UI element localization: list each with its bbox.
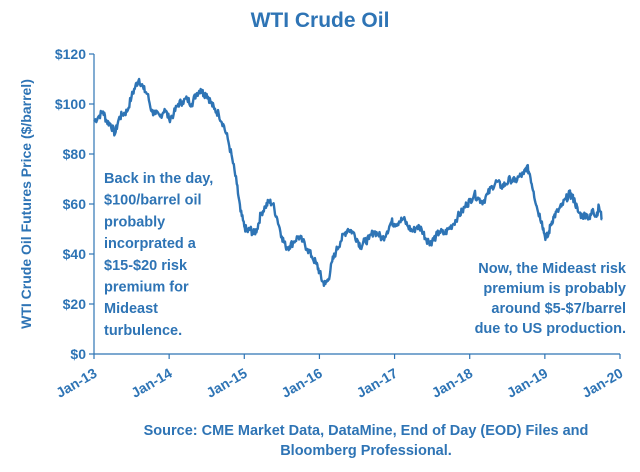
annotation-line: probably [104,214,165,230]
annotation-line: premium for [104,280,189,296]
source-note: Source: CME Market Data, DataMine, End o… [144,423,589,459]
y-axis-label: WTI Crude Oil Futures Price ($/barrel) [18,79,34,329]
y-tick-label: $120 [55,46,86,62]
y-axis-ticks: $0 $20 $40 $60 $80 $100 $120 [55,46,94,362]
y-tick-label: $60 [63,196,87,212]
y-tick-label: $100 [55,96,86,112]
y-tick-label: $40 [63,246,87,262]
x-tick-label: Jan-13 [53,365,100,401]
x-tick-label: Jan-20 [579,365,626,401]
annotation-line: $100/barrel oil [104,193,202,209]
annotation-line: $15-$20 risk [104,258,188,274]
source-line: Bloomberg Professional. [280,443,452,459]
x-tick-label: Jan-14 [128,365,175,401]
y-tick-label: $80 [63,146,87,162]
x-tick-label: Jan-16 [279,365,326,401]
annotation-line: around $5-$7/barrel [491,301,626,317]
y-tick-label: $20 [63,296,87,312]
chart-title: WTI Crude Oil [251,9,390,32]
annotation-line: Now, the Mideast risk [478,261,627,277]
annotation-line: premium is probably [483,281,626,297]
annotation-line: due to US production. [475,321,626,337]
wti-price-series-line [93,77,603,287]
annotation-right-text: Now, the Mideast risk premium is probably… [475,261,627,337]
annotation-line: incorprated a [104,236,197,252]
source-line: Source: CME Market Data, DataMine, End o… [144,423,589,439]
x-tick-label: Jan-18 [429,365,476,401]
annotation-line: Mideast [104,301,158,317]
annotation-line: Back in the day, [104,171,213,187]
x-tick-label: Jan-17 [354,365,401,401]
x-tick-label: Jan-19 [504,365,551,401]
annotation-left-text: Back in the day, $100/barrel oil probably i… [104,171,213,339]
x-tick-label: Jan-15 [203,365,250,401]
y-tick-label: $0 [70,346,86,362]
x-axis-ticks: Jan-13 Jan-14 Jan-15 Jan-16 Jan-17 Jan-18 Jan-… [53,354,626,401]
annotation-line: turbulence. [104,323,182,339]
